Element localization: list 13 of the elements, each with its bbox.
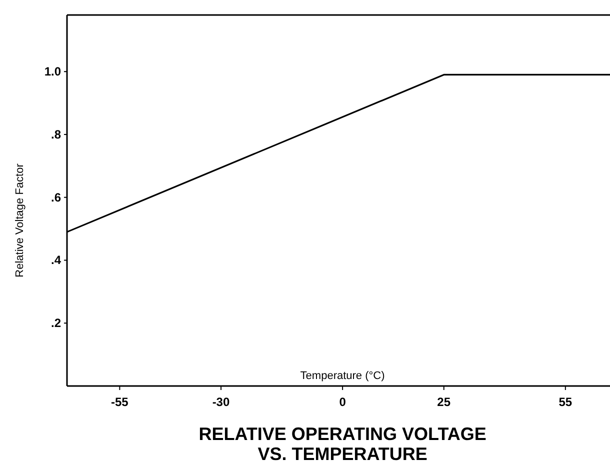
x-axis-title: Temperature (°C) (300, 370, 385, 382)
x-tick-label: 0 (339, 395, 346, 409)
x-tick-label: 25 (437, 395, 451, 409)
x-tick-label: -30 (212, 395, 230, 409)
y-axis-title: Relative Voltage Factor (14, 163, 26, 278)
y-tick-label: .6 (50, 190, 62, 204)
y-tick-label: .8 (50, 127, 62, 142)
text: RELATIVE OPERATING VOLTAGE VS. TEMPERATURE (198, 424, 486, 463)
y-tick-label: 1.0 (44, 64, 62, 79)
y-tick-label: .4 (50, 253, 62, 268)
x-tick-label: 55 (558, 395, 572, 409)
x-tick-label: -55 (111, 395, 129, 409)
y-tick-label: .2 (50, 316, 62, 330)
